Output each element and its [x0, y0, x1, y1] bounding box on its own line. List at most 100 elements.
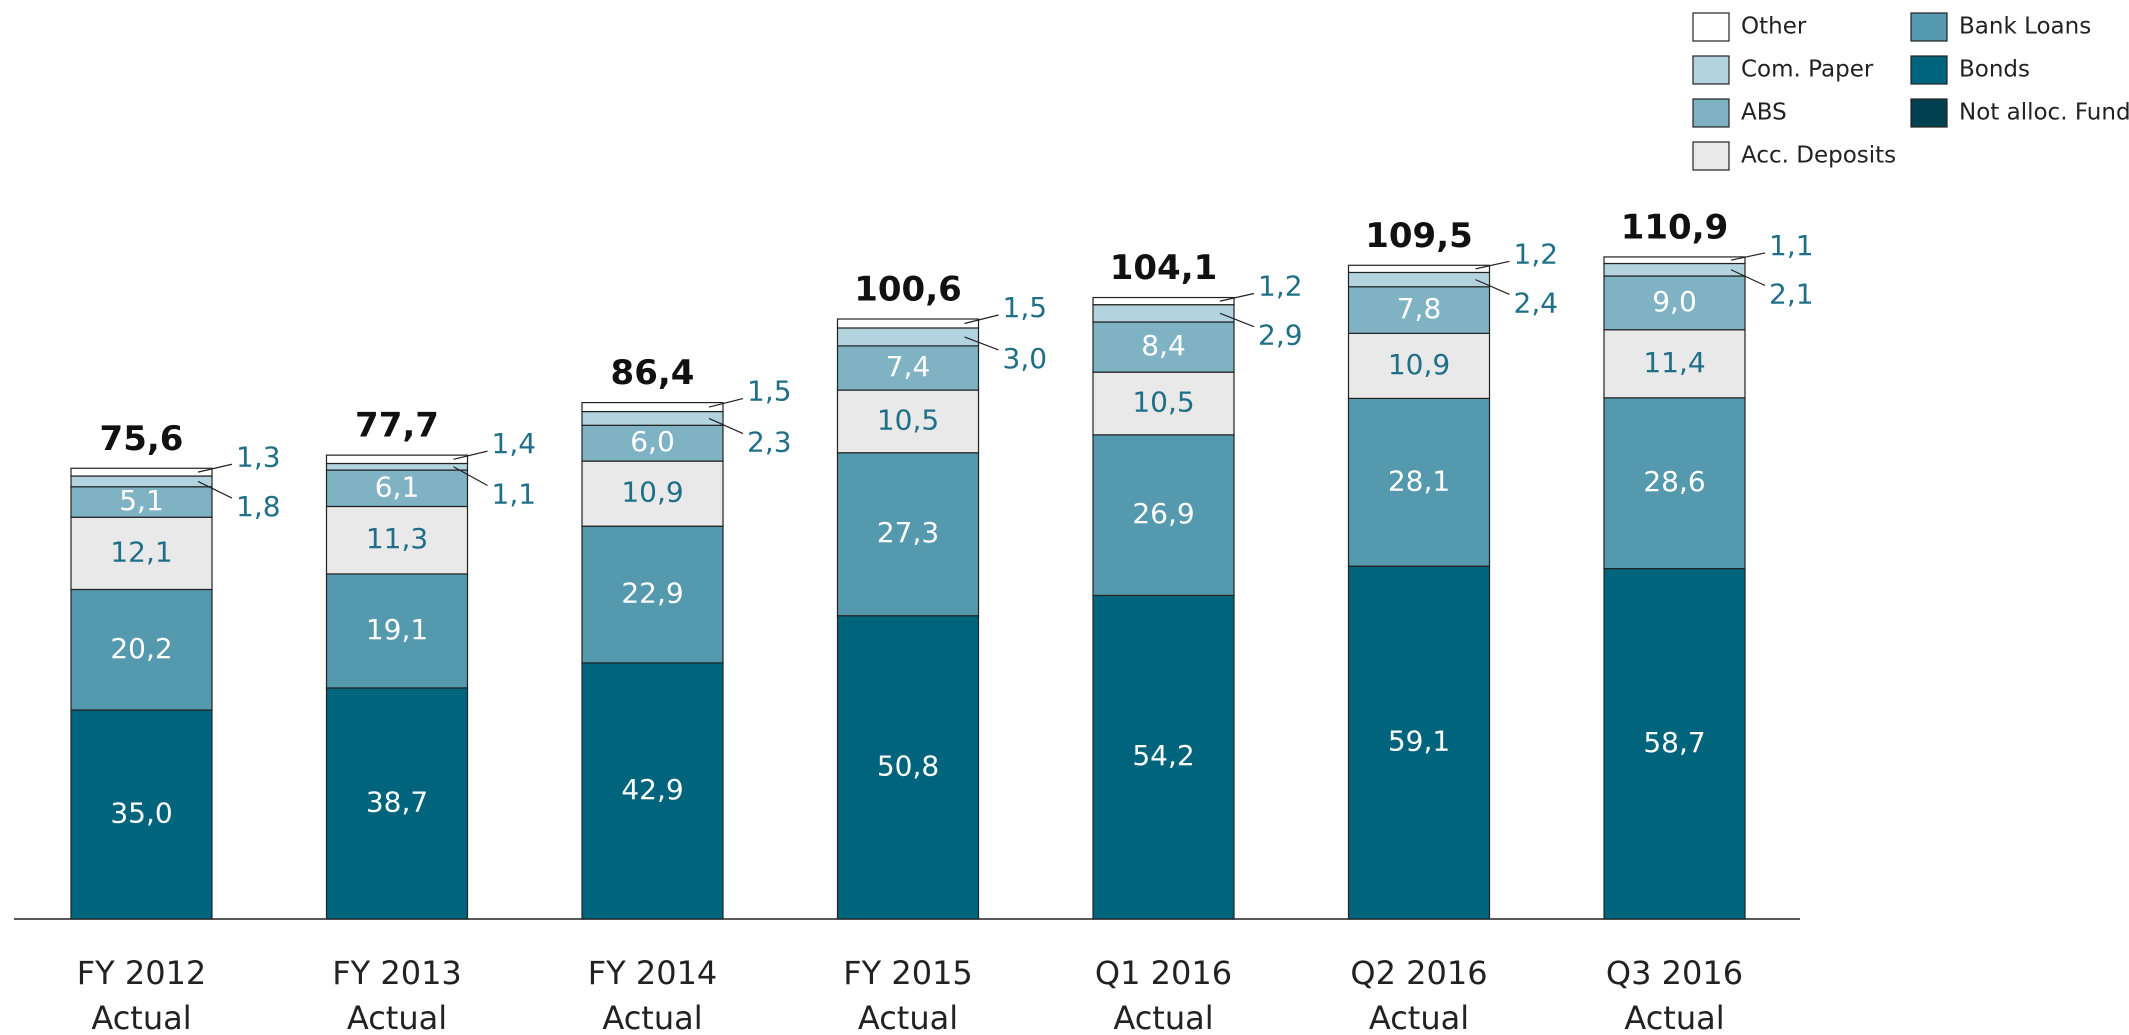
legend-label: Bank Loans [1959, 14, 2091, 40]
bar-segment [1092, 304, 1235, 323]
total-label: 110,9 [1621, 207, 1729, 247]
total-label: 77,7 [355, 406, 439, 446]
data-label: 27,3 [877, 516, 939, 549]
bar-segment [70, 486, 213, 518]
bar-segment [1092, 296, 1235, 306]
legend-swatch [1692, 98, 1730, 128]
x-tick-label: Actual [91, 999, 191, 1035]
bar-segment [581, 525, 724, 664]
leader-line [964, 336, 999, 351]
data-label: 26,9 [1132, 497, 1194, 530]
leader-line [1219, 312, 1255, 328]
data-label: 35,0 [110, 797, 172, 830]
leader-line [1730, 269, 1766, 287]
data-label: 10,5 [1132, 385, 1194, 418]
bar-segment [581, 424, 724, 462]
x-tick-label: FY 2014 [588, 954, 718, 992]
total-label: 109,5 [1365, 216, 1473, 256]
bar-segment [581, 410, 724, 426]
data-label: 2,9 [1258, 319, 1303, 352]
data-label: 6,0 [630, 425, 675, 458]
bar-segment [1092, 594, 1235, 920]
legend-label: ABS [1741, 100, 1787, 126]
data-label: 1,2 [1514, 237, 1559, 270]
x-tick-label: FY 2015 [843, 954, 973, 992]
x-tick-label: FY 2013 [332, 954, 462, 992]
data-label: 1,1 [492, 477, 537, 510]
data-label: 19,1 [366, 613, 428, 646]
bar-segment [581, 460, 724, 527]
bar-segment [836, 452, 980, 617]
total-label: 100,6 [854, 270, 962, 310]
legend-swatch [1910, 98, 1948, 128]
data-label: 7,4 [886, 350, 931, 383]
data-label: 6,1 [375, 470, 420, 503]
bar-segment [836, 389, 980, 454]
legend-label: Acc. Deposits [1741, 143, 1896, 169]
bar-segment [1603, 567, 1746, 920]
bar-segment [325, 573, 469, 689]
data-label: 8,4 [1141, 329, 1186, 362]
bar-segment [1092, 371, 1235, 436]
data-label: 58,7 [1643, 726, 1705, 759]
legend-label: Com. Paper [1741, 57, 1874, 83]
data-label: 1,1 [1769, 229, 1814, 262]
data-label: 1,5 [747, 375, 792, 408]
data-label: 22,9 [621, 577, 683, 610]
bar-segment [1603, 256, 1746, 265]
leader-line [1730, 252, 1766, 261]
bar-segment [1347, 565, 1491, 920]
bar-segment [325, 462, 469, 471]
x-tick-label: Actual [1113, 999, 1213, 1035]
bar-segment [836, 318, 980, 329]
legend-label: Bonds [1959, 57, 2030, 83]
data-label: 11,3 [366, 522, 428, 555]
data-label: 59,1 [1388, 725, 1450, 758]
x-tick-label: Actual [602, 999, 702, 1035]
leader-line [1475, 260, 1510, 270]
leader-line [197, 480, 233, 499]
bar-segment [325, 454, 469, 465]
data-label: 7,8 [1397, 292, 1442, 325]
bar-segment [70, 709, 213, 920]
legend-label: Other [1741, 14, 1807, 40]
bar-segment [1603, 397, 1746, 570]
data-label: 20,2 [110, 632, 172, 665]
x-tick-label: Q2 2016 [1350, 954, 1487, 992]
data-label: 1,4 [492, 427, 537, 460]
legend-swatch [1692, 12, 1730, 42]
leader-line [453, 450, 488, 460]
data-label: 28,1 [1388, 464, 1450, 497]
data-label: 1,3 [236, 440, 281, 473]
bar-segment [1347, 397, 1491, 567]
leader-line [1475, 279, 1510, 295]
bar-segment [836, 345, 980, 391]
bar-segment [325, 505, 469, 575]
data-label: 2,3 [747, 426, 792, 459]
leader-line [197, 463, 233, 473]
bar-segment [836, 327, 980, 347]
data-label: 2,4 [1514, 286, 1559, 319]
x-tick-label: FY 2012 [77, 954, 207, 992]
bar-segment [1347, 264, 1491, 274]
x-tick-label: Q3 2016 [1606, 954, 1743, 992]
bar-segment [1092, 321, 1235, 373]
data-label: 1,2 [1258, 270, 1303, 303]
x-tick-label: Actual [1369, 999, 1469, 1035]
data-label: 1,5 [1003, 291, 1048, 324]
data-label: 9,0 [1652, 285, 1697, 318]
total-label: 86,4 [611, 353, 695, 393]
data-label: 38,7 [366, 785, 428, 818]
legend-swatch [1910, 55, 1948, 85]
data-label: 11,4 [1643, 346, 1705, 379]
bar-segment [1603, 262, 1746, 277]
bar-segment [70, 467, 213, 477]
legend-swatch [1910, 12, 1948, 42]
bar-segment [1347, 286, 1491, 334]
leader-line [708, 417, 744, 435]
bar-segment [1347, 332, 1491, 400]
legend-swatch [1692, 55, 1730, 85]
leader-line [1219, 292, 1255, 302]
x-tick-label: Q1 2016 [1095, 954, 1232, 992]
